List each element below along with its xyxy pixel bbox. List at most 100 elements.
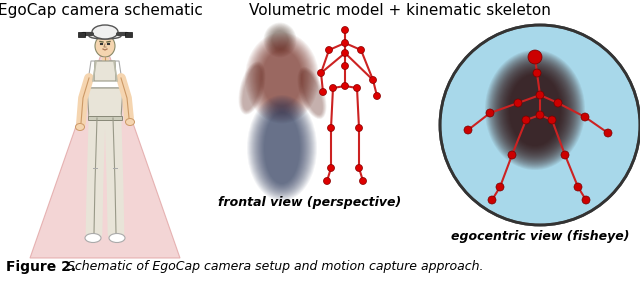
Circle shape: [440, 25, 640, 225]
Ellipse shape: [257, 105, 307, 191]
Circle shape: [360, 177, 367, 185]
Ellipse shape: [270, 29, 290, 51]
Circle shape: [330, 84, 337, 92]
Polygon shape: [87, 61, 123, 88]
Ellipse shape: [125, 118, 134, 126]
Ellipse shape: [266, 26, 294, 54]
Ellipse shape: [494, 59, 576, 161]
Ellipse shape: [254, 102, 310, 194]
Circle shape: [533, 69, 541, 77]
Ellipse shape: [504, 69, 566, 151]
Ellipse shape: [493, 58, 577, 162]
Circle shape: [358, 46, 365, 54]
Text: Figure 2.: Figure 2.: [6, 260, 76, 274]
Circle shape: [328, 164, 335, 171]
Ellipse shape: [490, 55, 580, 165]
Ellipse shape: [266, 25, 294, 55]
Ellipse shape: [250, 37, 314, 118]
Ellipse shape: [247, 95, 317, 201]
Ellipse shape: [109, 234, 125, 242]
Circle shape: [574, 183, 582, 191]
Ellipse shape: [248, 35, 316, 120]
Circle shape: [374, 92, 381, 99]
Circle shape: [528, 50, 542, 64]
Polygon shape: [87, 88, 123, 118]
Ellipse shape: [255, 103, 309, 193]
Ellipse shape: [85, 234, 101, 242]
Circle shape: [369, 77, 376, 84]
Text: frontal view (perspective): frontal view (perspective): [218, 196, 402, 209]
Circle shape: [342, 50, 349, 56]
Ellipse shape: [264, 23, 296, 57]
Ellipse shape: [508, 73, 562, 147]
Ellipse shape: [254, 41, 310, 115]
Circle shape: [582, 196, 590, 204]
Ellipse shape: [89, 33, 121, 39]
Ellipse shape: [498, 63, 572, 157]
Ellipse shape: [252, 39, 312, 117]
Circle shape: [554, 99, 562, 107]
Circle shape: [342, 39, 349, 46]
Circle shape: [522, 116, 530, 124]
Circle shape: [548, 116, 556, 124]
Ellipse shape: [252, 100, 312, 196]
Ellipse shape: [492, 57, 578, 163]
Ellipse shape: [265, 24, 295, 56]
Ellipse shape: [488, 53, 582, 167]
Ellipse shape: [487, 52, 583, 168]
Ellipse shape: [497, 62, 573, 158]
Ellipse shape: [491, 56, 579, 164]
Circle shape: [342, 62, 349, 69]
Ellipse shape: [261, 48, 303, 107]
Ellipse shape: [258, 46, 306, 111]
Circle shape: [464, 126, 472, 134]
Ellipse shape: [246, 33, 318, 122]
Ellipse shape: [247, 35, 317, 122]
Text: EgoCap camera schematic: EgoCap camera schematic: [0, 3, 202, 18]
Ellipse shape: [249, 97, 315, 199]
Circle shape: [581, 113, 589, 121]
Ellipse shape: [260, 48, 304, 109]
Ellipse shape: [264, 112, 300, 184]
Ellipse shape: [501, 66, 569, 154]
Circle shape: [353, 84, 360, 92]
Ellipse shape: [76, 124, 84, 130]
Ellipse shape: [253, 101, 311, 195]
Text: egocentric view (fisheye): egocentric view (fisheye): [451, 230, 629, 243]
Ellipse shape: [507, 72, 563, 148]
Circle shape: [514, 99, 522, 107]
Ellipse shape: [264, 22, 296, 58]
Ellipse shape: [261, 109, 303, 187]
Ellipse shape: [255, 43, 309, 113]
Ellipse shape: [489, 54, 581, 166]
Circle shape: [496, 183, 504, 191]
Ellipse shape: [506, 71, 564, 149]
Ellipse shape: [509, 74, 561, 146]
Ellipse shape: [262, 50, 302, 107]
Ellipse shape: [271, 30, 289, 50]
Ellipse shape: [258, 106, 306, 190]
Ellipse shape: [262, 110, 302, 186]
Circle shape: [486, 109, 494, 117]
Text: Schematic of EgoCap camera setup and motion capture approach.: Schematic of EgoCap camera setup and mot…: [67, 260, 483, 273]
Ellipse shape: [268, 26, 292, 54]
Ellipse shape: [251, 39, 313, 118]
Circle shape: [355, 124, 362, 132]
Ellipse shape: [500, 65, 570, 155]
Circle shape: [319, 88, 326, 96]
Ellipse shape: [495, 60, 575, 160]
Ellipse shape: [249, 37, 315, 120]
Circle shape: [342, 82, 349, 90]
Ellipse shape: [257, 45, 307, 111]
Bar: [88, 116, 122, 120]
Ellipse shape: [269, 29, 291, 52]
Bar: [125, 32, 132, 37]
Circle shape: [536, 91, 544, 99]
Ellipse shape: [268, 27, 292, 53]
Ellipse shape: [505, 70, 565, 150]
Ellipse shape: [248, 96, 316, 200]
Circle shape: [328, 124, 335, 132]
Ellipse shape: [259, 46, 305, 109]
Circle shape: [536, 111, 544, 119]
Ellipse shape: [256, 43, 308, 113]
